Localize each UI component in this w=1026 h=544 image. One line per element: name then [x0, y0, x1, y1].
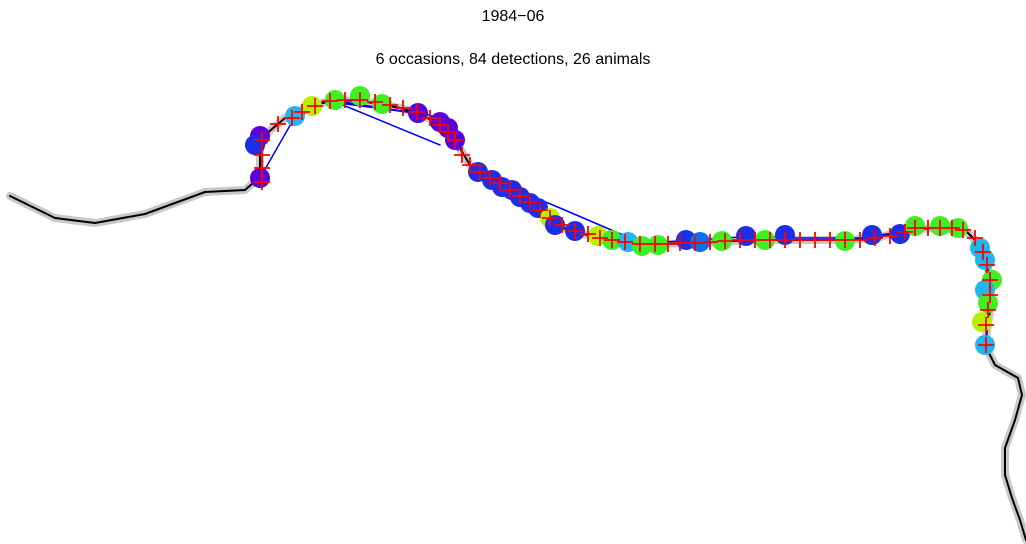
- detector-mark: [322, 93, 338, 109]
- detector-mark: [454, 147, 470, 163]
- plot-subtitle: 6 occasions, 84 detections, 26 animals: [375, 51, 651, 68]
- detector-mark: [979, 257, 995, 273]
- detector-mark: [702, 234, 718, 250]
- detector-mark: [580, 226, 596, 242]
- detector-mark: [512, 188, 528, 204]
- detection-point: [408, 103, 428, 123]
- detector-mark: [617, 234, 633, 250]
- detector-mark: [294, 104, 310, 120]
- detector-mark: [440, 124, 456, 140]
- detector-mark: [382, 97, 398, 113]
- detector-mark: [732, 232, 748, 248]
- detector-mark: [422, 110, 438, 126]
- detector-mark: [882, 228, 898, 244]
- detector-mark: [980, 302, 996, 318]
- detector-mark: [822, 232, 838, 248]
- detector-mark: [307, 98, 323, 114]
- plot-title: 1984−06: [481, 8, 545, 25]
- detector-mark: [672, 235, 688, 251]
- detector-mark: [542, 210, 558, 226]
- detection-point: [250, 168, 270, 188]
- detector-mark: [687, 235, 703, 251]
- detector-mark: [978, 337, 994, 353]
- detection-point: [648, 235, 668, 255]
- detector-mark: [867, 230, 883, 246]
- detector-mark: [482, 170, 498, 186]
- detector-mark: [660, 236, 676, 252]
- detection-point: [975, 250, 995, 270]
- detector-mark: [492, 175, 508, 191]
- detector-mark: [409, 104, 425, 120]
- detector-mark: [462, 157, 478, 173]
- detector-mark: [777, 232, 793, 248]
- animal-tracks: [259, 99, 989, 346]
- river-shadow: [6, 96, 1026, 544]
- detector-mark: [604, 232, 620, 248]
- detector-mark: [395, 100, 411, 116]
- detector-mark: [554, 217, 570, 233]
- detection-point: [285, 106, 305, 126]
- detector-mark: [792, 232, 808, 248]
- detector-mark: [254, 132, 270, 148]
- detector-mark: [502, 182, 518, 198]
- detector-mark: [284, 110, 300, 126]
- detector-mark: [254, 174, 270, 190]
- detector-mark: [367, 94, 383, 110]
- detector-mark: [944, 220, 960, 236]
- river-shadow-segment: [1001, 374, 1026, 544]
- detectors: [254, 92, 998, 353]
- detector-mark: [955, 222, 971, 238]
- detector-mark: [522, 194, 538, 210]
- detector-mark: [747, 232, 763, 248]
- detector-mark: [532, 202, 548, 218]
- detection-point: [972, 312, 992, 332]
- detector-mark: [897, 224, 913, 240]
- detector-mark: [337, 92, 353, 108]
- detector-mark: [567, 223, 583, 239]
- detector-mark: [807, 232, 823, 248]
- river-segment: [1004, 377, 1026, 541]
- detector-mark: [762, 232, 778, 248]
- detector-mark: [472, 164, 488, 180]
- detector-mark: [254, 160, 270, 176]
- detector-mark: [852, 232, 868, 248]
- detector-mark: [632, 236, 648, 252]
- detector-mark: [270, 116, 286, 132]
- detection-point: [736, 226, 756, 246]
- detector-mark: [447, 132, 463, 148]
- detection-point: [372, 94, 392, 114]
- detector-mark: [432, 117, 448, 133]
- detection-point: [862, 225, 882, 245]
- detector-mark: [975, 244, 991, 260]
- detector-mark: [352, 92, 368, 108]
- detections: [245, 86, 1002, 355]
- detection-point: [632, 236, 652, 256]
- detector-mark: [967, 230, 983, 246]
- detector-mark: [717, 233, 733, 249]
- detector-mark: [592, 230, 608, 246]
- detector-mark: [982, 287, 998, 303]
- detector-mark: [978, 317, 994, 333]
- detector-mark: [982, 272, 998, 288]
- detector-mark: [837, 232, 853, 248]
- river-line: [9, 99, 1026, 541]
